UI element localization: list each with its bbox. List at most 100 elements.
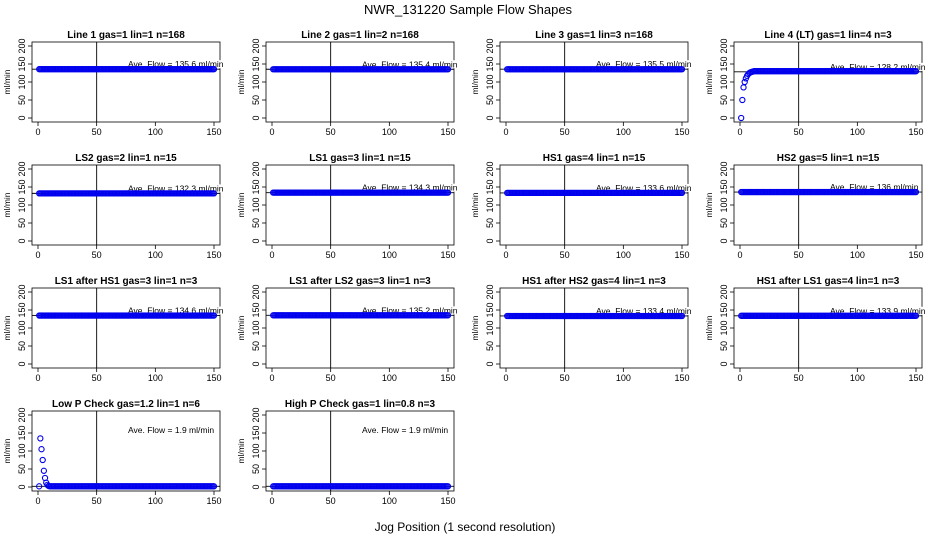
- x-tick-label: 150: [908, 250, 923, 260]
- y-tick-label: 200: [485, 284, 495, 299]
- y-tick-label: 200: [719, 284, 729, 299]
- x-tick-label: 150: [440, 250, 455, 260]
- data-point: [741, 78, 748, 86]
- y-tick-label: 200: [251, 161, 261, 176]
- average-flow-label: Ave. Flow = 135.5 ml/min: [596, 59, 692, 69]
- average-flow-label: Ave. Flow = 136 ml/min: [830, 182, 919, 192]
- data-point: [738, 114, 745, 122]
- x-tick-label: 100: [382, 127, 397, 137]
- y-axis-label: ml/min: [704, 192, 714, 217]
- y-tick-label: 100: [17, 443, 27, 458]
- label-backdrop: [361, 60, 459, 69]
- panels-grid: Line 1 gas=1 lin=1 n=168 0 50 100 150 0 50 100 1…: [2, 30, 927, 506]
- label-backdrop: [361, 306, 459, 315]
- x-tick-label: 150: [908, 127, 923, 137]
- x-tick-label: 150: [440, 127, 455, 137]
- y-tick-label: 150: [719, 302, 729, 317]
- data-point: [38, 446, 45, 453]
- x-tick-label: 100: [148, 496, 163, 506]
- y-tick-label: 150: [17, 302, 27, 317]
- data-point: [37, 435, 44, 442]
- label-backdrop: [595, 60, 693, 69]
- y-tick-label: 50: [251, 95, 261, 105]
- x-tick-label: 100: [616, 250, 631, 260]
- data-point: [444, 483, 452, 490]
- x-tick-label: 0: [269, 373, 274, 383]
- y-axis-label: ml/min: [2, 192, 12, 217]
- average-flow-label: Ave. Flow = 135.4 ml/min: [362, 59, 458, 69]
- panel-title: LS2 gas=2 lin=1 n=15: [75, 153, 177, 164]
- label-backdrop: [127, 306, 225, 315]
- data-points: [36, 312, 218, 319]
- panel-3: Line 3 gas=1 lin=3 n=168 0 50 100 150 0 50 100 1…: [470, 30, 693, 137]
- x-tick-label: 0: [35, 127, 40, 137]
- y-tick-label: 200: [719, 161, 729, 176]
- panel-13: Low P Check gas=1.2 lin=1 n=6 0 50 100 150 0 5…: [2, 399, 222, 506]
- y-tick-label: 200: [17, 407, 27, 422]
- y-axis-label: ml/min: [470, 315, 480, 340]
- y-tick-label: 200: [17, 284, 27, 299]
- data-point: [678, 189, 686, 197]
- plot-frame: [733, 41, 923, 123]
- plot-frame: [265, 41, 455, 123]
- y-tick-label: 0: [485, 238, 495, 243]
- y-axis-label: ml/min: [236, 192, 246, 217]
- x-tick-label: 0: [35, 250, 40, 260]
- label-backdrop: [595, 306, 693, 315]
- y-tick-label: 100: [251, 197, 261, 212]
- x-tick-label: 0: [503, 250, 508, 260]
- x-tick-label: 0: [737, 127, 742, 137]
- data-point: [912, 188, 920, 196]
- panel-title: Line 4 (LT) gas=1 lin=4 n=3: [764, 30, 892, 41]
- x-tick-label: 50: [560, 373, 570, 383]
- data-points: [270, 66, 452, 73]
- panel-title: High P Check gas=1 lin=0.8 n=3: [285, 399, 436, 410]
- data-point: [36, 483, 43, 490]
- x-tick-label: 150: [440, 496, 455, 506]
- x-tick-label: 50: [92, 496, 102, 506]
- y-tick-label: 50: [17, 341, 27, 351]
- average-flow-label: Ave. Flow = 135.2 ml/min: [362, 305, 458, 315]
- y-tick-label: 100: [719, 197, 729, 212]
- y-tick-label: 0: [17, 484, 27, 489]
- y-axis-label: ml/min: [704, 315, 714, 340]
- data-points: [504, 312, 686, 320]
- y-tick-label: 150: [17, 179, 27, 194]
- panel-10: LS1 after LS2 gas=3 lin=1 n=3 0 50 100 150 0 5…: [236, 276, 459, 383]
- y-tick-label: 0: [485, 361, 495, 366]
- y-tick-label: 50: [251, 218, 261, 228]
- y-tick-label: 100: [251, 74, 261, 89]
- average-flow-label: Ave. Flow = 128.2 ml/min: [830, 62, 926, 72]
- y-tick-label: 0: [17, 115, 27, 120]
- y-tick-label: 0: [251, 484, 261, 489]
- x-tick-label: 0: [269, 250, 274, 260]
- data-point: [678, 66, 686, 73]
- average-flow-label: Ave. Flow = 133.6 ml/min: [596, 183, 692, 193]
- data-points: [504, 66, 686, 73]
- x-tick-label: 100: [616, 127, 631, 137]
- average-flow-label: Ave. Flow = 1.9 ml/min: [362, 425, 448, 435]
- panel-title: LS1 after HS1 gas=3 lin=1 n=3: [55, 276, 198, 287]
- panel-title: HS1 after LS1 gas=4 lin=1 n=3: [757, 276, 900, 287]
- y-tick-label: 200: [17, 161, 27, 176]
- y-tick-label: 150: [251, 179, 261, 194]
- x-tick-label: 50: [326, 127, 336, 137]
- label-backdrop: [127, 184, 225, 193]
- y-tick-label: 50: [485, 341, 495, 351]
- y-tick-label: 200: [251, 284, 261, 299]
- y-tick-label: 0: [719, 238, 729, 243]
- average-flow-label: Ave. Flow = 134.6 ml/min: [128, 306, 224, 316]
- x-tick-label: 100: [850, 127, 865, 137]
- y-tick-label: 150: [17, 425, 27, 440]
- data-points: [270, 189, 452, 196]
- plot-frame: [31, 410, 221, 492]
- y-tick-label: 50: [485, 218, 495, 228]
- y-axis-label: ml/min: [236, 438, 246, 463]
- panel-title: Line 2 gas=1 lin=2 n=168: [301, 30, 419, 41]
- y-tick-label: 0: [251, 238, 261, 243]
- plot-frame: [31, 287, 221, 369]
- x-tick-label: 0: [269, 496, 274, 506]
- x-tick-label: 150: [674, 250, 689, 260]
- y-tick-label: 150: [251, 56, 261, 71]
